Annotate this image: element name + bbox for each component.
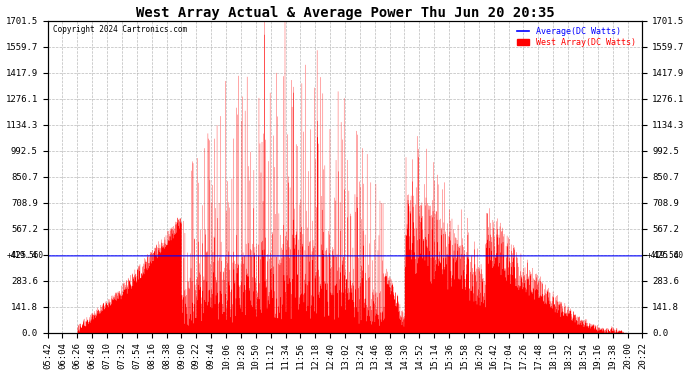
Text: +419.560: +419.560 xyxy=(647,251,684,260)
Title: West Array Actual & Average Power Thu Jun 20 20:35: West Array Actual & Average Power Thu Ju… xyxy=(136,6,554,20)
Text: Copyright 2024 Cartronics.com: Copyright 2024 Cartronics.com xyxy=(54,26,188,34)
Legend: Average(DC Watts), West Array(DC Watts): Average(DC Watts), West Array(DC Watts) xyxy=(514,25,638,50)
Text: +419.560: +419.560 xyxy=(6,251,43,260)
